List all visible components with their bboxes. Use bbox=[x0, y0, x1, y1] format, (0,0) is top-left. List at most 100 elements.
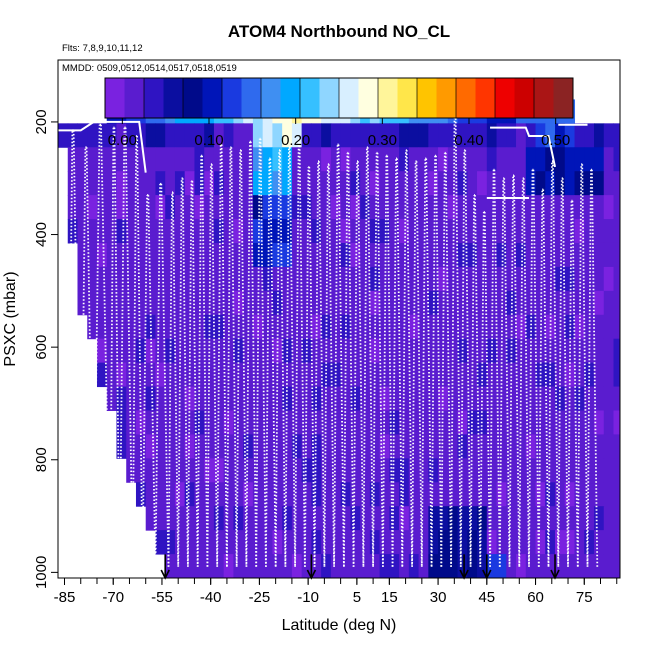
heatmap-cell bbox=[389, 123, 400, 148]
heatmap-cell bbox=[145, 314, 156, 340]
heatmap-cell bbox=[555, 554, 566, 579]
heatmap-cell bbox=[516, 554, 527, 579]
heatmap-cell bbox=[399, 314, 410, 340]
heatmap-cell bbox=[301, 147, 312, 172]
heatmap-cell bbox=[155, 530, 166, 555]
heatmap-cell bbox=[545, 338, 556, 364]
heatmap-cell bbox=[126, 410, 137, 435]
heatmap-cell bbox=[116, 362, 127, 388]
profile-ascent bbox=[206, 164, 212, 567]
profile-descent bbox=[269, 158, 277, 567]
heatmap-cell bbox=[135, 314, 147, 340]
heatmap-cell bbox=[311, 314, 322, 340]
heatmap-cell bbox=[213, 123, 225, 148]
colorbar: 0.00 0.10 0.20 0.30 0.40 0.50 bbox=[104, 77, 574, 149]
heatmap-cell bbox=[184, 338, 195, 364]
heatmap-cell bbox=[496, 554, 507, 579]
heatmap-cell bbox=[223, 482, 234, 507]
heatmap-cell bbox=[213, 530, 225, 555]
heatmap-cell bbox=[467, 123, 478, 148]
heatmap-cell bbox=[194, 530, 205, 555]
heatmap-cell bbox=[574, 530, 585, 555]
heatmap-cell bbox=[525, 219, 537, 244]
heatmap-cell bbox=[486, 386, 498, 411]
heatmap-cell bbox=[496, 458, 507, 483]
heatmap-cell bbox=[379, 147, 390, 172]
heatmap-cell bbox=[447, 171, 459, 196]
heatmap-cell bbox=[184, 458, 195, 483]
heatmap-cell bbox=[272, 219, 283, 244]
heatmap-cell bbox=[408, 219, 420, 244]
heatmap-cell bbox=[126, 242, 137, 268]
heatmap-cell bbox=[457, 506, 468, 531]
heatmap-cell bbox=[58, 123, 69, 148]
heatmap-cell bbox=[135, 195, 147, 220]
heatmap-cell bbox=[204, 362, 215, 388]
heatmap-cell bbox=[311, 386, 322, 411]
heatmap-cell bbox=[447, 195, 459, 220]
heatmap-cell bbox=[262, 482, 273, 507]
heatmap-cell bbox=[389, 482, 400, 507]
heatmap-cell bbox=[174, 386, 186, 411]
heatmap-cell bbox=[506, 314, 517, 340]
heatmap-cell bbox=[194, 554, 205, 579]
heatmap-cell bbox=[155, 434, 166, 459]
heatmap-cell bbox=[262, 338, 273, 364]
heatmap-cell bbox=[438, 123, 449, 148]
heatmap-cell bbox=[389, 530, 400, 555]
x-tick-label: -10 bbox=[297, 589, 319, 606]
heatmap-cell bbox=[116, 290, 127, 316]
heatmap-cell bbox=[564, 314, 576, 340]
heatmap-cell bbox=[360, 386, 371, 411]
heatmap-cell bbox=[155, 410, 166, 435]
heatmap-cell bbox=[399, 362, 410, 388]
heatmap-cell bbox=[389, 506, 400, 531]
heatmap-cell bbox=[447, 554, 459, 579]
heatmap-cell bbox=[301, 171, 312, 196]
heatmap-cell bbox=[77, 290, 88, 316]
heatmap-cell bbox=[233, 386, 244, 411]
heatmap-cell bbox=[301, 506, 312, 531]
heatmap-cell bbox=[496, 219, 507, 244]
heatmap-cell bbox=[535, 554, 546, 579]
heatmap-cell bbox=[204, 242, 215, 268]
heatmap-cell bbox=[145, 434, 156, 459]
profile-descent bbox=[376, 152, 384, 567]
y-axis: 200 400 600 800 1000 bbox=[33, 109, 58, 589]
heatmap-cell bbox=[233, 482, 244, 507]
heatmap-cell bbox=[165, 482, 176, 507]
heatmap-cell bbox=[243, 195, 254, 220]
colorbar-segment bbox=[475, 78, 496, 118]
heatmap-cell bbox=[67, 171, 78, 196]
profile-descent bbox=[147, 195, 157, 567]
heatmap-cell bbox=[428, 506, 439, 531]
heatmap-cell bbox=[603, 195, 615, 220]
heatmap-cell bbox=[350, 219, 361, 244]
profile-descent bbox=[191, 181, 199, 567]
heatmap-cell bbox=[516, 123, 527, 148]
heatmap-cell bbox=[330, 482, 342, 507]
heatmap-cell bbox=[486, 242, 498, 268]
heatmap-cell bbox=[447, 386, 459, 411]
heatmap-cell bbox=[545, 147, 556, 172]
heatmap-cell bbox=[291, 338, 303, 364]
heatmap-cell bbox=[77, 123, 88, 148]
heatmap-cell bbox=[77, 171, 88, 196]
profile-descent bbox=[552, 161, 560, 567]
heatmap-cell bbox=[506, 171, 517, 196]
heatmap-cell bbox=[535, 530, 546, 555]
heatmap-cell bbox=[223, 147, 234, 172]
heatmap-cell bbox=[496, 338, 507, 364]
heatmap-cell bbox=[516, 314, 527, 340]
heatmap-cell bbox=[96, 338, 108, 364]
heatmap-cell bbox=[233, 242, 244, 268]
heatmap-cell bbox=[262, 506, 273, 531]
heatmap-cell bbox=[233, 219, 244, 244]
profile-descent bbox=[171, 192, 180, 567]
heatmap-cell bbox=[594, 554, 605, 579]
heatmap-cell bbox=[301, 458, 312, 483]
heatmap-cell bbox=[155, 458, 166, 483]
colorbar-tick-label: 0.00 bbox=[108, 132, 137, 149]
heatmap-cell bbox=[603, 410, 615, 435]
heatmap-cell bbox=[603, 554, 615, 579]
